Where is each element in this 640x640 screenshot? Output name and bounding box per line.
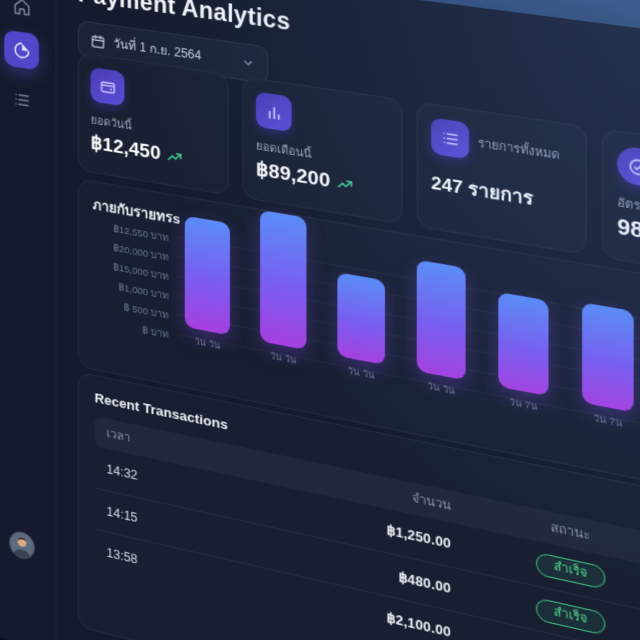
chart-bar: [582, 302, 634, 413]
transaction-time: 13:58: [106, 545, 138, 567]
check-circle-icon: [617, 144, 640, 189]
sidebar-item-transactions[interactable]: [4, 79, 39, 120]
sidebar: [0, 0, 57, 640]
stat-label: รายการทั้งหมด: [477, 137, 560, 163]
stat-card-month-total: ยอดเดือนนี้ ฿89,200: [242, 76, 403, 225]
sidebar-item-analytics[interactable]: [4, 29, 39, 71]
stat-card-today-total: ยอดวันนี้ ฿12,450: [77, 52, 229, 196]
chart-bar: [498, 291, 549, 397]
home-icon: [12, 0, 30, 17]
sidebar-item-home[interactable]: [4, 0, 39, 27]
chart-y-axis: ฿12,550 บาท ฿20,000 บาท ฿15,000 บาท ฿1,0…: [85, 215, 168, 346]
trend-up-icon: [337, 174, 354, 194]
pie-chart-icon: [12, 39, 30, 61]
stat-value: 247 รายการ: [431, 172, 534, 210]
sidebar-user-avatar[interactable]: [9, 528, 36, 562]
list-icon: [431, 117, 470, 160]
wallet-icon: [90, 67, 125, 107]
list-icon: [12, 89, 30, 111]
trend-up-icon: [167, 147, 183, 166]
chart-bar: [337, 272, 385, 366]
transaction-time: 14:32: [106, 461, 138, 483]
chart-bar: [416, 259, 466, 381]
status-badge: สำเร็จ: [536, 551, 605, 590]
stat-value: 98.5%: [617, 215, 640, 251]
bar-chart-icon: [255, 91, 292, 133]
chart-bar: [260, 209, 307, 351]
chart-bar: [184, 215, 230, 336]
status-badge: สำเร็จ: [536, 597, 605, 636]
stat-card-total-transactions: รายการทั้งหมด 247 รายการ: [416, 101, 587, 256]
calendar-icon: [91, 32, 106, 49]
chevron-down-icon: [241, 55, 255, 70]
date-selector[interactable]: วันที่ 1 ก.ย. 2564: [77, 20, 269, 85]
stat-card-success-rate: อัตราสำเร็จ 98.5%: [601, 128, 640, 288]
